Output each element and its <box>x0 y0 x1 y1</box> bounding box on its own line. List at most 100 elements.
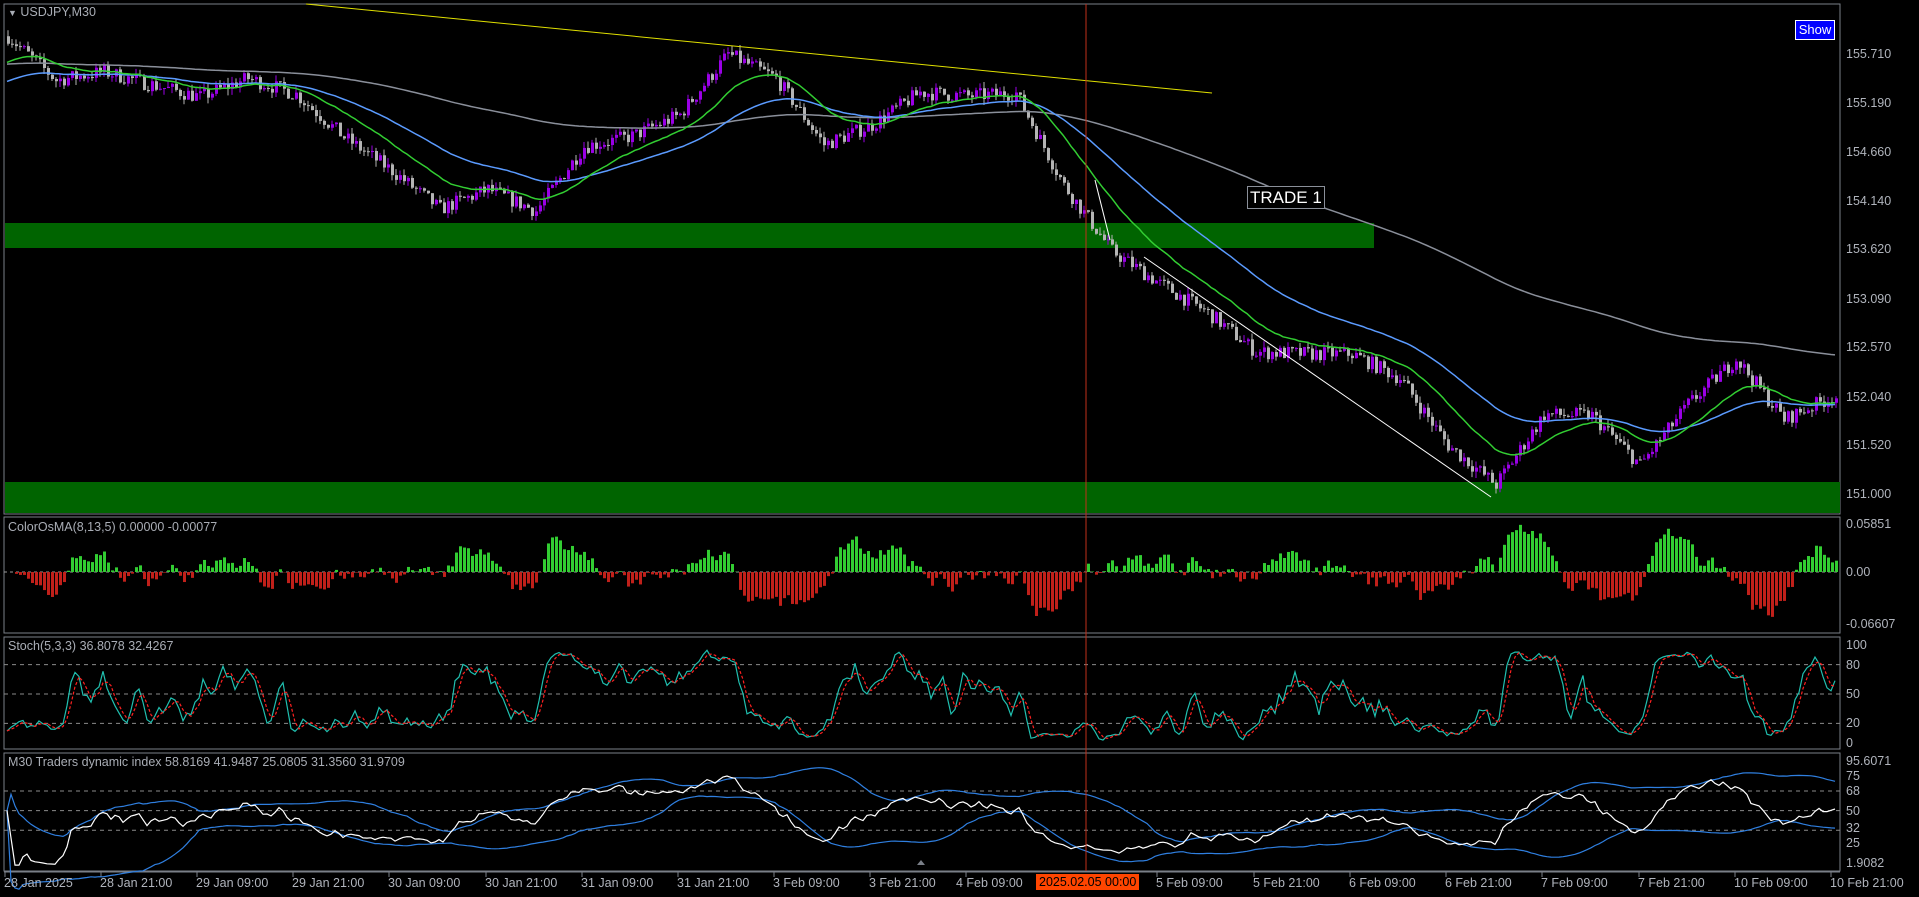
candle-body <box>1115 244 1118 256</box>
candle-body <box>1799 408 1802 413</box>
candle-body <box>1563 414 1566 416</box>
time-tick-label: 4 Feb 09:00 <box>956 876 1023 890</box>
candle-body <box>23 46 26 48</box>
candle-body <box>119 69 122 83</box>
time-tick-label: 6 Feb 09:00 <box>1349 876 1416 890</box>
price-tick-label: 155.710 <box>1846 47 1892 61</box>
osma-bar <box>1183 572 1186 576</box>
candle-body <box>1351 355 1354 359</box>
osma-bar <box>899 547 902 572</box>
time-tick-label: 31 Jan 09:00 <box>581 876 654 890</box>
dropdown-triangle-icon[interactable]: ▼ <box>8 8 17 18</box>
osma-bar <box>1283 557 1286 572</box>
candle-body <box>579 158 582 165</box>
candle-body <box>219 84 222 88</box>
osma-bar <box>1191 557 1194 572</box>
osma-bar <box>455 552 458 572</box>
candle-body <box>1419 402 1422 414</box>
candle-body <box>1463 457 1466 462</box>
price-tick-label: 152.040 <box>1846 389 1892 404</box>
osma-bar <box>1663 534 1666 572</box>
candle-body <box>975 90 978 98</box>
trade-label[interactable]: TRADE 1 <box>1247 186 1325 209</box>
candle-body <box>375 151 378 161</box>
osma-bar <box>207 566 210 572</box>
osma-bar <box>439 571 442 572</box>
candle-body <box>967 90 970 96</box>
osma-tick-label: 0.00 <box>1846 565 1871 579</box>
time-tick-label: 7 Feb 21:00 <box>1638 876 1705 890</box>
osma-bar <box>363 572 366 578</box>
osma-bar <box>35 572 38 586</box>
candle-body <box>103 65 106 73</box>
candle-body <box>1023 94 1026 111</box>
osma-bar <box>175 568 178 572</box>
candle-body <box>699 91 702 100</box>
tdi-upper-band <box>6 767 1836 843</box>
osma-bar <box>587 560 590 572</box>
stoch-tick-label: 20 <box>1846 716 1860 731</box>
symbol-title[interactable]: ▼ USDJPY,M30 <box>8 5 96 19</box>
show-button[interactable]: Show <box>1795 20 1835 40</box>
osma-bar <box>1107 563 1110 572</box>
candle-body <box>919 91 922 96</box>
osma-bar <box>1819 546 1822 572</box>
candle-body <box>1103 234 1106 240</box>
candle-body <box>691 99 694 102</box>
osma-bar <box>1659 538 1662 572</box>
candle-body <box>195 93 198 101</box>
candle-body <box>923 91 926 97</box>
osma-bar <box>799 572 802 601</box>
ema-slow-line <box>6 62 1836 356</box>
candle-body <box>739 50 742 63</box>
candle-body <box>555 180 558 185</box>
candle-body <box>527 204 530 208</box>
osma-bar <box>1815 545 1818 572</box>
candle-body <box>1435 425 1438 427</box>
osma-bar <box>1103 571 1106 572</box>
osma-bar <box>795 572 798 605</box>
time-tick-label: 31 Jan 21:00 <box>677 876 750 890</box>
candle-body <box>1511 463 1514 465</box>
osma-bar <box>935 572 938 578</box>
osma-bar <box>527 572 530 584</box>
osma-bar <box>1195 561 1198 572</box>
candle-body <box>47 68 50 75</box>
osma-bar <box>739 572 742 590</box>
candle-body <box>971 95 974 98</box>
candle-body <box>179 89 182 97</box>
osma-bar <box>1559 572 1562 573</box>
candle-body <box>651 123 654 127</box>
candle-body <box>663 118 666 126</box>
candle-body <box>1043 134 1046 149</box>
candle-body <box>1267 347 1270 360</box>
osma-bar <box>1451 572 1454 585</box>
osma-bar <box>1095 572 1098 575</box>
candle-body <box>7 36 10 44</box>
osma-bar <box>315 572 318 587</box>
candle-body <box>1299 347 1302 356</box>
candle-body <box>1315 350 1318 360</box>
osma-bar <box>443 572 446 577</box>
osma-bar <box>39 572 42 586</box>
osma-bar <box>479 549 482 572</box>
candle-body <box>1535 429 1538 432</box>
osma-bar <box>995 572 998 577</box>
candle-body <box>1467 457 1470 467</box>
osma-bar <box>275 572 278 576</box>
candle-body <box>359 141 362 151</box>
osma-bar <box>31 572 34 584</box>
osma-bar <box>1803 559 1806 572</box>
candle-body <box>1559 408 1562 415</box>
candle-body <box>1575 408 1578 417</box>
osma-bar <box>1063 572 1066 591</box>
candle-body <box>255 77 258 80</box>
candle-body <box>1287 347 1290 359</box>
candle-body <box>1343 348 1346 351</box>
candle-body <box>1191 293 1194 297</box>
osma-bar <box>1715 567 1718 572</box>
osma-bar <box>1027 572 1030 596</box>
osma-bar <box>287 572 290 584</box>
